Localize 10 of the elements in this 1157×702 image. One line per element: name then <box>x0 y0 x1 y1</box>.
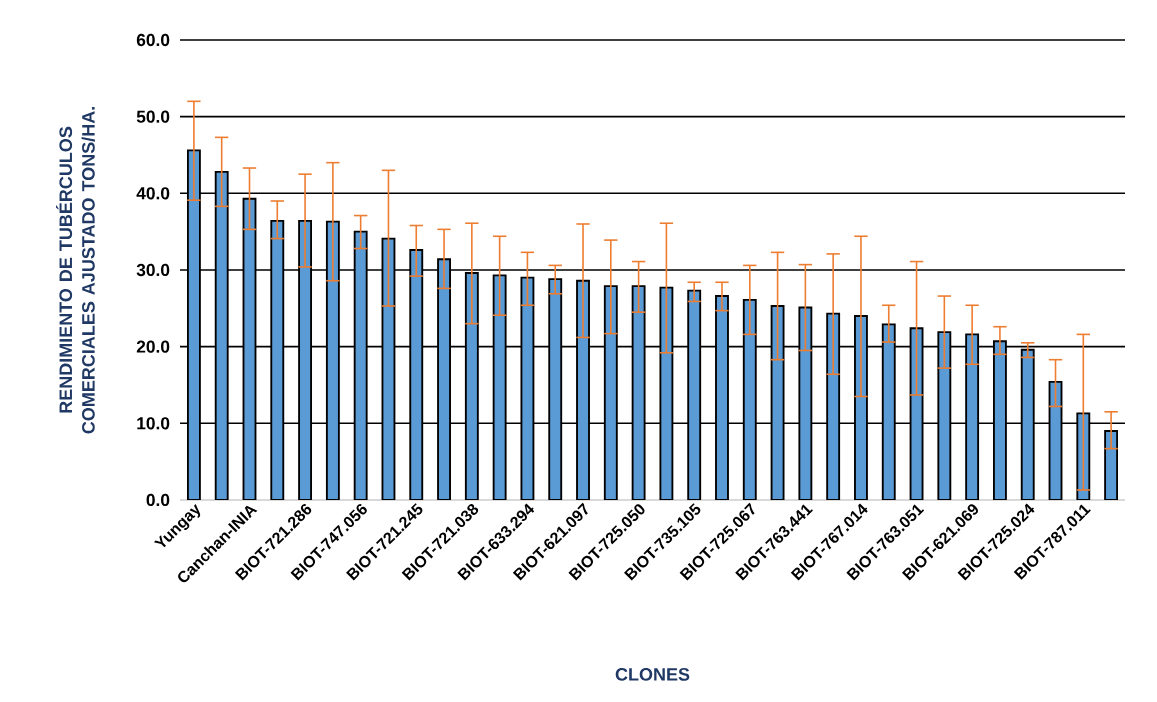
y-axis-title: RENDIMIENTO DE TUBÉRCULOS COMERCIALES AJUSTADO TONS/HA. <box>55 107 95 434</box>
y-tick-label: 40.0 <box>136 187 170 200</box>
bar <box>242 197 257 500</box>
y-tick-label: 60.0 <box>136 33 170 47</box>
y-tick-label: 20.0 <box>136 340 170 353</box>
y-tick-label: 0.0 <box>146 493 170 507</box>
y-tick-label: 30.0 <box>136 263 170 277</box>
x-axis-title: CLONES <box>615 668 690 681</box>
y-tick-label: 10.0 <box>137 417 170 430</box>
y-tick-label: 50.0 <box>136 110 170 123</box>
